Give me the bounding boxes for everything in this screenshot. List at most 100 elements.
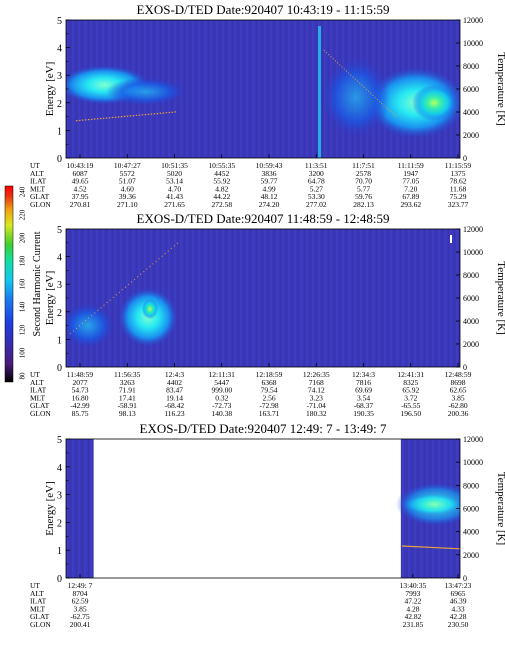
ephemeris-row-label: MLT xyxy=(30,393,46,402)
spectrogram xyxy=(66,439,460,578)
y2-axis-label: Temperature [K] xyxy=(495,261,505,334)
ephemeris-cell: 59.77 xyxy=(261,177,278,186)
colorbar-tick-label: 240 xyxy=(19,186,27,197)
ephemeris-cell: 1375 xyxy=(451,169,466,178)
ephemeris-cell: 6965 xyxy=(451,589,466,598)
ephemeris-cell: 59.76 xyxy=(355,192,372,201)
ephemeris-cell: 78.62 xyxy=(450,177,467,186)
ephemeris-cell: 7.20 xyxy=(404,184,417,193)
ephemeris-cell: 85.75 xyxy=(72,409,89,418)
ephemeris-cell: 140.38 xyxy=(211,409,232,418)
ephemeris-cell: 4.70 xyxy=(168,184,181,193)
y-tick-label: 0 xyxy=(57,363,62,374)
ephemeris-cell: 19.14 xyxy=(166,393,183,402)
ephemeris-cell: 3200 xyxy=(309,169,324,178)
y-tick-label: 1 xyxy=(57,126,62,137)
ephemeris-cell: 3263 xyxy=(120,378,135,387)
spectrogram-texture xyxy=(66,439,94,578)
ephemeris-cell: 3.85 xyxy=(73,604,86,613)
y2-tick-label: 8000 xyxy=(463,271,479,280)
ephemeris-cell: 77.05 xyxy=(402,177,419,186)
y2-tick-label: 6000 xyxy=(463,294,479,303)
y2-tick-label: 2000 xyxy=(463,131,479,140)
ephemeris-cell: 11:56:35 xyxy=(114,370,141,379)
ephemeris-cell: 83.47 xyxy=(166,386,183,395)
ephemeris-cell: 10:47:27 xyxy=(114,161,141,170)
y-tick-label: 4 xyxy=(57,463,62,474)
intensity-feature xyxy=(318,26,321,158)
y2-tick-label: 4000 xyxy=(463,108,479,117)
ephemeris-row-label: ALT xyxy=(30,378,44,387)
colorbar-label: Second Harmonic Current xyxy=(32,231,43,336)
colorbar-tick-label: 80 xyxy=(19,372,27,380)
temperature-trace xyxy=(323,49,397,117)
ephemeris-cell: 272.58 xyxy=(211,200,232,209)
ephemeris-cell: 71.91 xyxy=(119,386,136,395)
y2-tick-label: 2000 xyxy=(463,340,479,349)
ephemeris-cell: 116.23 xyxy=(164,409,185,418)
ephemeris-cell: 55.92 xyxy=(213,177,230,186)
y2-tick-label: 10000 xyxy=(463,248,483,257)
ephemeris-cell: 62.59 xyxy=(72,597,89,606)
ephemeris-cell: 4402 xyxy=(167,378,182,387)
ephemeris-row-label: MLT xyxy=(30,604,46,613)
ephemeris-cell: 12:49: 7 xyxy=(68,581,93,590)
y-tick-label: 1 xyxy=(57,546,62,557)
ephemeris-row-label: UT xyxy=(30,161,40,170)
ephemeris-cell: 10:55:35 xyxy=(208,161,235,170)
ephemeris-cell: 4.33 xyxy=(451,604,464,613)
temperature-trace xyxy=(401,545,460,550)
colorbar-tick-label: 100 xyxy=(19,347,27,358)
ephemeris-cell: 4.82 xyxy=(215,184,228,193)
ephemeris-cell: 190.35 xyxy=(353,409,374,418)
ephemeris-cell: 11:3:51 xyxy=(305,161,328,170)
panels: EXOS-D/TED Date:920407 10:43:19 - 11:15:… xyxy=(30,2,505,629)
ephemeris-cell: 200.41 xyxy=(70,620,91,629)
y-tick-label: 4 xyxy=(57,44,62,55)
panel-2: EXOS-D/TED Date:920407 11:48:59 - 12:48:… xyxy=(30,211,505,418)
ephemeris-cell: 8698 xyxy=(451,378,466,387)
ephemeris-cell: 8325 xyxy=(403,378,418,387)
ephemeris-cell: 7816 xyxy=(356,378,371,387)
ephemeris-row-label: GLAT xyxy=(30,192,50,201)
ephemeris-cell: 196.50 xyxy=(400,409,421,418)
intensity-feature xyxy=(396,482,460,527)
ephemeris-cell: 3.85 xyxy=(451,393,464,402)
intensity-feature xyxy=(142,299,158,320)
ephemeris-cell: 53.14 xyxy=(166,177,183,186)
ephemeris-cell: 12:11:31 xyxy=(209,370,236,379)
ephemeris-cell: 277.02 xyxy=(306,200,327,209)
y-tick-label: 5 xyxy=(57,225,62,236)
ephemeris-cell: 69.69 xyxy=(355,386,372,395)
ephemeris-cell: 5447 xyxy=(214,378,229,387)
y-tick-label: 4 xyxy=(57,253,62,264)
ephemeris-cell: 70.70 xyxy=(355,177,372,186)
y2-axis-label: Temperature [K] xyxy=(495,472,505,545)
ephemeris-cell: 13:40:35 xyxy=(400,581,427,590)
ephemeris-row-label: ALT xyxy=(30,169,44,178)
ephemeris-cell: 6087 xyxy=(73,169,88,178)
ephemeris-cell: -62.75 xyxy=(70,612,90,621)
ephemeris-row-label: ILAT xyxy=(30,386,47,395)
ephemeris-cell: 0.32 xyxy=(215,393,228,402)
ephemeris-cell: 11:7:51 xyxy=(352,161,375,170)
ephemeris-cell: 44.22 xyxy=(213,192,230,201)
y-tick-label: 5 xyxy=(57,16,62,27)
y-tick-label: 3 xyxy=(57,491,62,502)
y-axis-label: Energy [eV] xyxy=(44,271,56,325)
ephemeris-cell: -62.80 xyxy=(448,401,468,410)
ephemeris-cell: 54.73 xyxy=(72,386,89,395)
y2-tick-label: 10000 xyxy=(463,39,483,48)
y2-tick-label: 6000 xyxy=(463,505,479,514)
y2-tick-label: 0 xyxy=(463,363,467,372)
ephemeris-cell: 7168 xyxy=(309,378,324,387)
y-axis-label: Energy [eV] xyxy=(44,481,56,535)
y-tick-label: 3 xyxy=(57,71,62,82)
ephemeris-cell: 10:59:43 xyxy=(256,161,283,170)
y2-tick-label: 8000 xyxy=(463,481,479,490)
ephemeris-cell: 5.27 xyxy=(310,184,323,193)
ephemeris-cell: 2.56 xyxy=(262,393,275,402)
ephemeris-cell: 42.82 xyxy=(404,612,421,621)
ephemeris-row-label: GLAT xyxy=(30,401,50,410)
ephemeris-cell: 53.30 xyxy=(308,192,325,201)
